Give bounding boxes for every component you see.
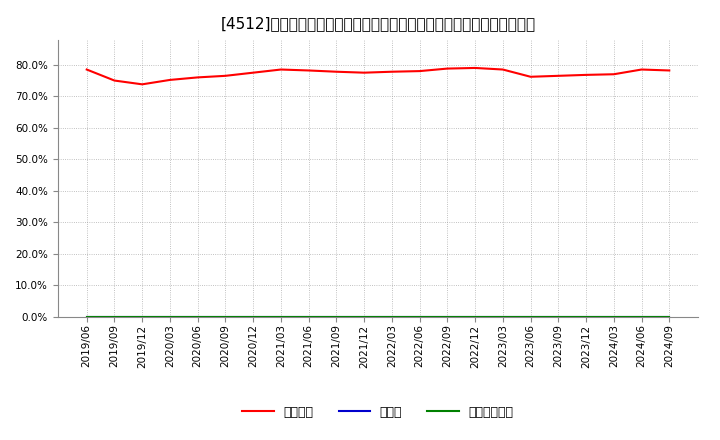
繰延税金資産 (443, 314, 451, 319)
のれん (387, 314, 396, 319)
自己資本 (166, 77, 174, 83)
自己資本 (276, 67, 285, 72)
繰延税金資産 (665, 314, 674, 319)
自己資本 (82, 67, 91, 72)
自己資本 (249, 70, 258, 75)
自己資本 (609, 72, 618, 77)
のれん (665, 314, 674, 319)
のれん (582, 314, 590, 319)
自己資本 (415, 69, 424, 74)
自己資本 (637, 67, 646, 72)
のれん (526, 314, 535, 319)
のれん (138, 314, 147, 319)
自己資本 (443, 66, 451, 71)
自己資本 (471, 65, 480, 70)
のれん (554, 314, 562, 319)
繰延税金資産 (498, 314, 507, 319)
繰延税金資産 (387, 314, 396, 319)
Line: 自己資本: 自己資本 (86, 68, 670, 84)
のれん (415, 314, 424, 319)
繰延税金資産 (110, 314, 119, 319)
繰延税金資産 (276, 314, 285, 319)
繰延税金資産 (471, 314, 480, 319)
のれん (305, 314, 313, 319)
繰延税金資産 (138, 314, 147, 319)
繰延税金資産 (360, 314, 369, 319)
繰延税金資産 (582, 314, 590, 319)
のれん (498, 314, 507, 319)
のれん (360, 314, 369, 319)
自己資本 (526, 74, 535, 79)
繰延税金資産 (415, 314, 424, 319)
自己資本 (360, 70, 369, 75)
のれん (221, 314, 230, 319)
自己資本 (138, 82, 147, 87)
のれん (637, 314, 646, 319)
自己資本 (332, 69, 341, 74)
Legend: 自己資本, のれん, 繰延税金資産: 自己資本, のれん, 繰延税金資産 (238, 401, 518, 424)
自己資本 (194, 75, 202, 80)
のれん (332, 314, 341, 319)
のれん (194, 314, 202, 319)
自己資本 (221, 73, 230, 78)
自己資本 (305, 68, 313, 73)
のれん (166, 314, 174, 319)
繰延税金資産 (249, 314, 258, 319)
繰延税金資産 (221, 314, 230, 319)
繰延税金資産 (526, 314, 535, 319)
のれん (110, 314, 119, 319)
のれん (276, 314, 285, 319)
のれん (249, 314, 258, 319)
自己資本 (110, 78, 119, 83)
繰延税金資産 (609, 314, 618, 319)
繰延税金資産 (332, 314, 341, 319)
繰延税金資産 (554, 314, 562, 319)
自己資本 (665, 68, 674, 73)
自己資本 (498, 67, 507, 72)
のれん (443, 314, 451, 319)
自己資本 (387, 69, 396, 74)
繰延税金資産 (637, 314, 646, 319)
繰延税金資産 (194, 314, 202, 319)
Title: [4512]　自己資本、のれん、繰延税金資産の総資産に対する比率の推移: [4512] 自己資本、のれん、繰延税金資産の総資産に対する比率の推移 (220, 16, 536, 32)
繰延税金資産 (166, 314, 174, 319)
のれん (471, 314, 480, 319)
繰延税金資産 (305, 314, 313, 319)
のれん (609, 314, 618, 319)
のれん (82, 314, 91, 319)
自己資本 (582, 72, 590, 77)
自己資本 (554, 73, 562, 78)
繰延税金資産 (82, 314, 91, 319)
